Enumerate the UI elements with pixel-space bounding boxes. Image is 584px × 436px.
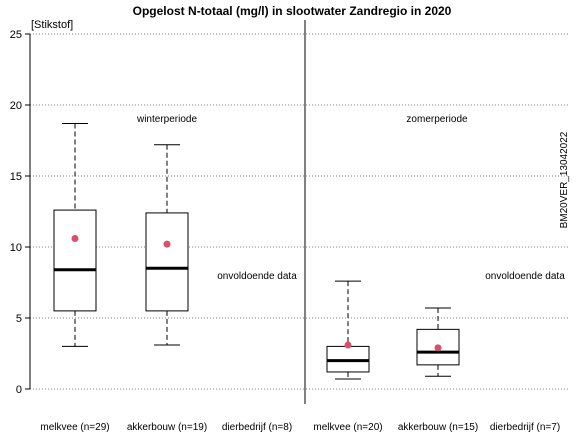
mean-point bbox=[344, 341, 352, 349]
chart-title: Opgelost N-totaal (mg/l) in slootwater Z… bbox=[133, 4, 452, 18]
y-tick-label: 5 bbox=[16, 313, 22, 325]
iqr-box bbox=[53, 209, 97, 312]
boxplot bbox=[145, 144, 189, 346]
category-label: akkerbouw (n=15) bbox=[398, 422, 478, 433]
category-label: akkerbouw (n=19) bbox=[127, 422, 207, 433]
y-tick-label: 25 bbox=[10, 29, 22, 41]
plot-panels: winterperiode melkvee (n=29) akkerbouw (n=… bbox=[40, 114, 565, 433]
mean-point bbox=[434, 344, 442, 352]
y-axis: 0 5 10 15 20 25 bbox=[10, 29, 31, 396]
y-tick-label: 10 bbox=[10, 242, 22, 254]
y-tick-label: 15 bbox=[10, 171, 22, 183]
y-tick-label: 20 bbox=[10, 100, 22, 112]
category-label: dierbedrijf (n=8) bbox=[222, 422, 292, 433]
gridlines bbox=[30, 33, 568, 390]
mean-point bbox=[163, 240, 171, 248]
side-label: BM20VER_13042022 bbox=[559, 131, 570, 228]
boxplot bbox=[416, 307, 460, 377]
panel-label: zomerperiode bbox=[406, 114, 468, 125]
category-label: melkvee (n=20) bbox=[313, 422, 382, 433]
panel: zomerperiode melkvee (n=20) akkerbouw (n=1… bbox=[313, 114, 565, 433]
boxplot bbox=[53, 122, 97, 347]
y-axis-label: [Stikstof] bbox=[31, 19, 73, 31]
mean-point bbox=[71, 234, 79, 242]
category-label: melkvee (n=29) bbox=[40, 422, 109, 433]
panel-label: winterperiode bbox=[136, 114, 197, 125]
panel: winterperiode melkvee (n=29) akkerbouw (n=… bbox=[40, 114, 297, 433]
y-tick-label: 0 bbox=[16, 384, 22, 396]
iqr-box bbox=[145, 212, 189, 312]
insufficient-data-note: onvoldoende data bbox=[485, 271, 565, 282]
category-label: dierbedrijf (n=7) bbox=[490, 422, 560, 433]
insufficient-data-note: onvoldoende data bbox=[217, 271, 297, 282]
boxplot bbox=[326, 280, 370, 380]
